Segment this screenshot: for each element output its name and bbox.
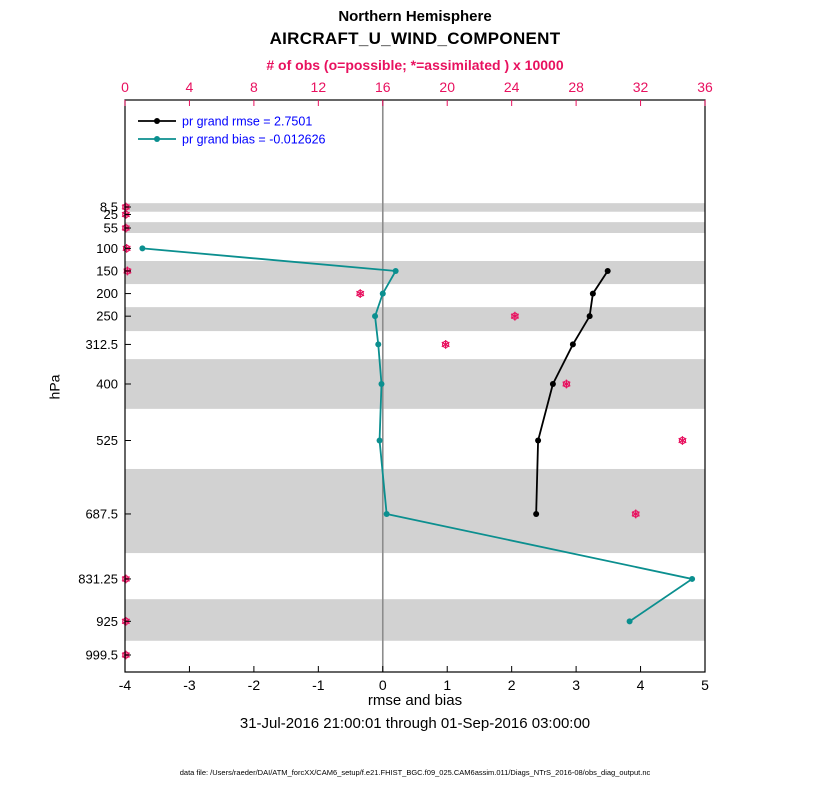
legend-marker-rmse — [154, 118, 160, 124]
legend: pr grand rmse = 2.7501 pr grand bias = -0… — [138, 115, 326, 147]
bottom-tick-label: -4 — [119, 677, 132, 693]
bottom-tick-label: -1 — [312, 677, 325, 693]
timespan-label: 31-Jul-2016 21:00:01 through 01-Sep-2016… — [239, 715, 591, 732]
y-tick-label: 312.5 — [85, 337, 118, 352]
y-tick-label: 925 — [96, 614, 118, 629]
y-tick-label: 25 — [104, 207, 118, 222]
pressure-layer-bands — [125, 203, 705, 641]
bottom-tick-label: 5 — [701, 677, 709, 693]
legend-label-bias: pr grand bias = -0.012626 — [182, 133, 326, 147]
y-axis-label: hPa — [46, 374, 63, 400]
top-axis-label: # of obs (o=possible; *=assimilated ) x … — [266, 57, 564, 73]
top-tick-label: 32 — [633, 79, 649, 95]
legend-label-rmse: pr grand rmse = 2.7501 — [182, 115, 312, 129]
top-tick-label: 28 — [568, 79, 584, 95]
axes: -4 -3 -2 -1 0 1 2 3 4 50 4 8 12 16 20 24 28 32 368.5255510… — [78, 79, 713, 693]
y-tick-label: 525 — [96, 433, 118, 448]
top-tick-label: 16 — [375, 79, 391, 95]
plot-subtitle: AIRCRAFT_U_WIND_COMPONENT — [269, 29, 561, 48]
bottom-tick-label: 4 — [637, 677, 645, 693]
bottom-tick-label: -3 — [183, 677, 196, 693]
y-tick-label: 831.25 — [78, 571, 118, 586]
bottom-tick-label: 1 — [443, 677, 451, 693]
top-tick-label: 36 — [697, 79, 713, 95]
datafile-label: data file: /Users/raeder/DAI/ATM_forcXX/… — [179, 768, 651, 777]
bottom-tick-label: 3 — [572, 677, 580, 693]
plot-title: Northern Hemisphere — [338, 8, 492, 25]
y-tick-label: 687.5 — [85, 506, 118, 521]
y-tick-label: 250 — [96, 309, 118, 324]
bottom-tick-label: 0 — [379, 677, 387, 693]
y-tick-label: 100 — [96, 241, 118, 256]
y-tick-label: 400 — [96, 376, 118, 391]
y-tick-label: 999.5 — [85, 648, 118, 663]
bottom-tick-label: -2 — [248, 677, 261, 693]
y-tick-label: 200 — [96, 286, 118, 301]
top-tick-label: 8 — [250, 79, 258, 95]
top-tick-label: 0 — [121, 79, 129, 95]
bottom-axis-label: rmse and bias — [367, 692, 463, 709]
series-line-bias — [139, 245, 696, 625]
y-tick-label: 150 — [96, 263, 118, 278]
top-tick-label: 12 — [311, 79, 327, 95]
top-tick-label: 24 — [504, 79, 520, 95]
bottom-tick-label: 2 — [508, 677, 516, 693]
legend-marker-bias — [154, 136, 160, 142]
series-line-rmse — [533, 267, 611, 517]
y-tick-label: 8.5 — [100, 200, 118, 215]
top-tick-label: 4 — [186, 79, 194, 95]
y-tick-label: 55 — [104, 221, 118, 236]
top-tick-label: 20 — [439, 79, 455, 95]
